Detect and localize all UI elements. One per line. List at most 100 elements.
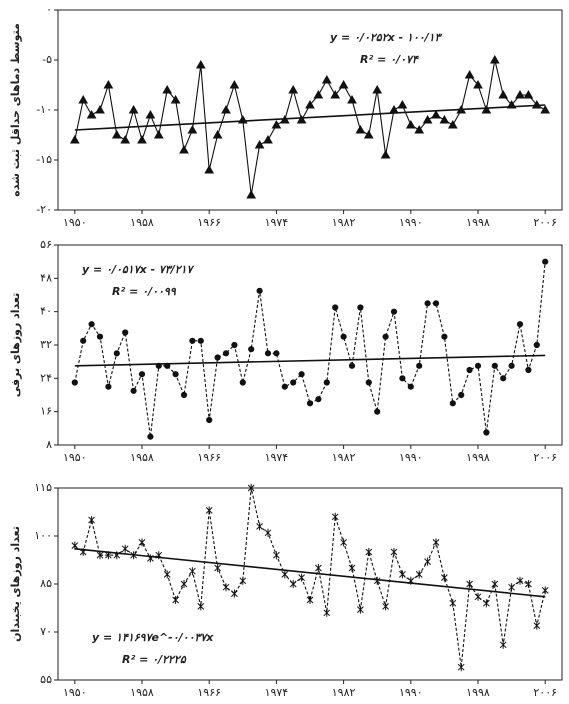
marker	[323, 379, 330, 386]
marker	[457, 663, 465, 672]
marker	[281, 570, 289, 579]
y-tick-label: ۱۱۵	[34, 481, 52, 494]
marker	[355, 124, 366, 134]
marker	[533, 621, 541, 630]
y-tick-label: -۲۰	[36, 203, 52, 216]
marker	[222, 350, 230, 357]
marker	[525, 366, 532, 374]
marker	[138, 538, 146, 547]
marker	[483, 599, 490, 608]
x-tick-label: ۱۹۹۸	[466, 686, 490, 699]
x-tick-label: ۱۹۸۲	[332, 451, 356, 464]
marker	[155, 551, 163, 560]
marker	[447, 119, 458, 129]
x-tick-label: ۱۹۶۶	[197, 216, 221, 229]
marker	[78, 94, 89, 104]
x-tick-label: ۱۹۹۰	[399, 451, 423, 464]
marker	[365, 379, 372, 386]
marker	[80, 337, 87, 344]
marker	[516, 576, 524, 585]
marker	[120, 134, 131, 144]
marker	[458, 391, 465, 399]
marker	[313, 89, 324, 99]
plot-frame	[57, 487, 563, 681]
marker	[506, 99, 517, 109]
marker	[96, 551, 104, 560]
marker	[113, 551, 121, 560]
marker	[306, 400, 314, 407]
x-tick-label: ۱۹۸۲	[332, 216, 356, 229]
marker	[338, 79, 349, 89]
marker	[340, 538, 347, 547]
marker	[542, 258, 549, 265]
marker	[256, 522, 263, 531]
marker	[432, 538, 440, 547]
marker	[399, 570, 406, 579]
x-tick-label: ۲۰۰۶	[533, 686, 557, 699]
r-squared: R² = ۰/۲۲۲۵	[122, 653, 187, 666]
data-line	[74, 59, 546, 196]
marker	[432, 300, 440, 307]
marker	[164, 362, 171, 369]
marker	[464, 69, 475, 79]
marker	[332, 304, 339, 311]
marker	[315, 396, 322, 403]
marker	[122, 329, 129, 336]
marker	[422, 114, 433, 124]
marker	[331, 512, 339, 521]
marker	[508, 362, 515, 369]
marker	[147, 433, 154, 440]
marker	[105, 551, 112, 560]
marker	[298, 573, 305, 582]
x-tick-label: ۲۰۰۶	[533, 216, 557, 229]
marker	[449, 599, 457, 608]
marker	[71, 379, 78, 386]
marker	[180, 391, 188, 399]
marker	[88, 516, 95, 524]
marker	[246, 189, 257, 199]
marker	[170, 94, 181, 104]
marker	[247, 484, 255, 492]
marker	[290, 379, 297, 386]
marker	[162, 84, 173, 94]
x-tick-label: ۱۹۶۶	[197, 686, 221, 699]
x-tick-label: ۱۹۵۰	[63, 216, 87, 229]
marker	[71, 541, 79, 550]
marker	[264, 528, 272, 537]
marker	[415, 570, 423, 579]
equation: y = ۱۴۱۶۹۷e^-۰/۰۰۳۷x	[92, 631, 214, 644]
marker	[531, 99, 542, 109]
marker	[363, 129, 374, 139]
y-tick-label: ۱۶	[40, 405, 52, 418]
x-tick-label: ۱۹۵۸	[130, 216, 154, 229]
marker	[105, 383, 112, 390]
marker	[357, 605, 364, 614]
x-tick-label: ۱۹۹۰	[399, 686, 423, 699]
marker	[222, 583, 230, 592]
marker	[113, 350, 120, 357]
marker	[296, 114, 307, 124]
trend-line	[74, 104, 546, 131]
marker	[153, 129, 164, 139]
marker	[172, 596, 179, 604]
marker	[189, 567, 196, 576]
marker	[380, 149, 391, 159]
marker	[273, 350, 280, 357]
marker	[500, 375, 507, 382]
marker	[96, 333, 104, 340]
marker	[348, 564, 356, 572]
marker	[374, 408, 381, 415]
marker	[189, 337, 196, 344]
marker	[321, 74, 332, 84]
marker	[431, 109, 441, 119]
marker	[390, 548, 398, 556]
marker	[69, 134, 80, 144]
x-tick-label: ۱۹۵۸	[130, 686, 154, 699]
marker	[121, 544, 129, 553]
x-tick-label: ۱۹۷۴	[265, 451, 289, 464]
marker	[237, 114, 248, 124]
x-tick-label: ۲۰۰۶	[533, 451, 557, 464]
marker	[206, 416, 213, 424]
x-tick-label: ۱۹۶۶	[197, 451, 221, 464]
